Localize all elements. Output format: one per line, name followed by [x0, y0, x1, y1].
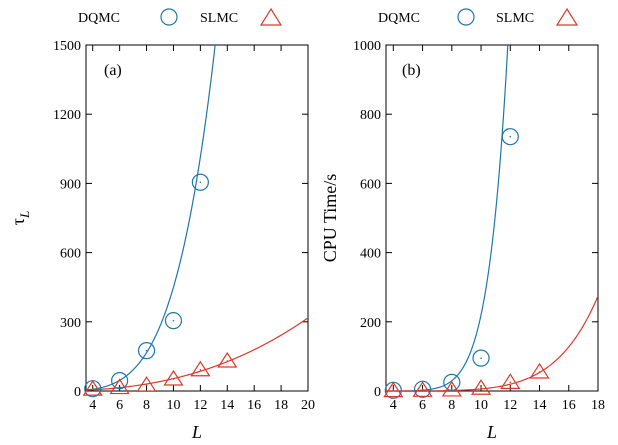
x-tick-label: 6: [116, 398, 123, 413]
data-point-dqmc-center: [480, 357, 482, 359]
data-point-dqmc: [501, 128, 519, 146]
data-point-slmc-center: [538, 371, 541, 373]
data-point-slmc-center: [172, 378, 175, 380]
data-point-dqmc: [472, 349, 490, 367]
x-tick-label: 10: [166, 398, 180, 413]
data-point-slmc: [383, 381, 404, 398]
x-tick-label: 4: [89, 398, 96, 413]
x-tick-label: 18: [591, 398, 605, 413]
ticks-b: 4 6 8 10 12 14 16 18 0 200 400 600 800 1000: [353, 39, 605, 413]
x-tick-label: 4: [390, 398, 397, 413]
y-tick-label: 1000: [353, 39, 381, 54]
ticks-a: 4 6 8 10 12 14 16 18 20 0 300 600 900 1200 1500: [53, 39, 315, 413]
data-point-slmc: [441, 380, 462, 397]
data-point-slmc: [529, 362, 550, 379]
data-point-slmc-center: [226, 360, 229, 362]
data-point-slmc: [190, 360, 211, 377]
x-tick-label: 6: [419, 398, 426, 413]
plot-frame-a: [85, 44, 309, 392]
data-point-dqmc: [164, 312, 183, 330]
data-point-slmc-center: [392, 389, 395, 392]
data-point-dqmc: [137, 342, 156, 360]
legend-b: DQMC SLMC: [378, 7, 579, 26]
x-tick-label: 14: [220, 398, 234, 413]
legend-b-dqmc-label: DQMC: [378, 11, 420, 26]
data-point-dqmc: [191, 173, 209, 191]
x-tick-label: 10: [474, 398, 488, 413]
y-tick-label: 800: [360, 108, 381, 123]
legend-b-slmc-label: SLMC: [496, 11, 534, 26]
plot-frame-b: [385, 44, 599, 392]
data-point-slmc-center: [91, 388, 94, 390]
data-point-dqmc-center: [509, 135, 512, 138]
data-point-slmc-center: [118, 386, 121, 389]
x-axis-label-a: L: [191, 422, 202, 442]
panel-label-b: (b): [402, 62, 421, 79]
y-axis-label-a: τL: [8, 211, 32, 225]
x-axis-label-b: L: [486, 422, 497, 442]
points-a: [82, 173, 238, 398]
curves-b: [386, 45, 598, 391]
fit-curve-dqmc: [386, 45, 509, 391]
data-point-dqmc-center: [145, 349, 148, 352]
data-point-dqmc: [111, 372, 129, 390]
data-point-slmc-center: [450, 389, 453, 391]
legend-a-dqmc-label: DQMC: [78, 11, 120, 26]
legend-b-dqmc-marker: [457, 8, 475, 26]
data-point-slmc-center: [480, 387, 482, 390]
data-point-slmc: [412, 381, 433, 397]
panel-label-a: (a): [104, 62, 122, 79]
x-tick-label: 8: [143, 398, 150, 413]
data-point-slmc: [136, 376, 157, 392]
data-point-slmc-center: [199, 368, 202, 371]
data-point-slmc: [470, 379, 492, 395]
legend-a-slmc-label: SLMC: [200, 11, 238, 26]
panel-b: DQMC SLMC 4 6 8 10 12 14 16 18 0 200 400 600 800 1000…: [320, 7, 605, 442]
y-tick-label: 0: [374, 385, 381, 400]
legend-a: DQMC SLMC: [78, 7, 283, 26]
y-axis-label-b: CPU Time/s: [320, 174, 340, 263]
data-point-slmc-center: [509, 381, 512, 384]
y-tick-label: 400: [360, 247, 381, 262]
x-tick-label: 20: [301, 398, 315, 413]
data-point-slmc: [500, 373, 521, 389]
data-point-slmc: [109, 378, 130, 395]
y-tick-label: 600: [60, 247, 81, 262]
x-tick-label: 16: [562, 398, 576, 413]
data-point-slmc-center: [145, 384, 148, 387]
legend-a-slmc-marker: [259, 7, 283, 26]
data-point-slmc-center: [421, 389, 424, 392]
x-tick-label: 16: [247, 398, 261, 413]
curves-a: [86, 45, 308, 391]
data-point-slmc: [217, 351, 238, 368]
data-point-slmc: [163, 369, 184, 386]
y-tick-label: 200: [360, 316, 381, 331]
y-tick-label: 1200: [53, 108, 81, 123]
data-point-dqmc-center: [172, 319, 175, 322]
y-tick-label: 1500: [53, 39, 81, 54]
y-tick-label: 300: [60, 316, 81, 331]
legend-b-slmc-marker: [555, 7, 579, 26]
x-tick-label: 8: [448, 398, 455, 413]
panel-a: DQMC SLMC 4 6 8 10 12 14 16 18 20 0 300 600 900 1200 1…: [8, 7, 315, 442]
y-tick-label: 0: [74, 385, 81, 400]
x-tick-label: 18: [274, 398, 288, 413]
data-point-dqmc-center: [199, 181, 202, 184]
data-point-slmc: [82, 380, 103, 396]
y-tick-label: 600: [360, 177, 381, 192]
legend-a-dqmc-marker: [160, 8, 178, 26]
x-tick-label: 14: [533, 398, 547, 413]
points-b: [383, 128, 550, 399]
x-tick-label: 12: [193, 398, 207, 413]
y-tick-label: 900: [60, 177, 81, 192]
x-tick-label: 12: [503, 398, 517, 413]
fit-curve-slmc: [386, 295, 598, 391]
fit-curve-dqmc: [86, 45, 216, 391]
